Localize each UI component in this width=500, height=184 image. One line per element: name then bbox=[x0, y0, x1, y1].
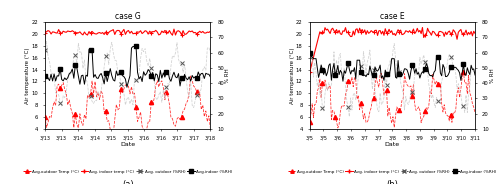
Text: (b): (b) bbox=[386, 180, 398, 184]
X-axis label: Date: Date bbox=[384, 142, 400, 147]
Legend: Avg.outdoor Temp (°C), Avg. indoor temp (°C), Avg. outdoor (%RH), Avg.indoor (%R: Avg.outdoor Temp (°C), Avg. indoor temp … bbox=[286, 168, 498, 176]
Text: (a): (a) bbox=[122, 180, 134, 184]
Y-axis label: % RH: % RH bbox=[490, 68, 495, 83]
X-axis label: Date: Date bbox=[120, 142, 136, 147]
Title: case G: case G bbox=[115, 12, 140, 21]
Y-axis label: Air temperature (°C): Air temperature (°C) bbox=[290, 47, 294, 104]
Legend: Avg.outdoor Temp (°C), Avg. indoor temp (°C), Avg. outdoor (%RH), Avg.indoor (%R: Avg.outdoor Temp (°C), Avg. indoor temp … bbox=[22, 168, 234, 176]
Title: case E: case E bbox=[380, 12, 404, 21]
Y-axis label: Air temperature (°C): Air temperature (°C) bbox=[25, 47, 30, 104]
Y-axis label: % RH: % RH bbox=[226, 68, 230, 83]
